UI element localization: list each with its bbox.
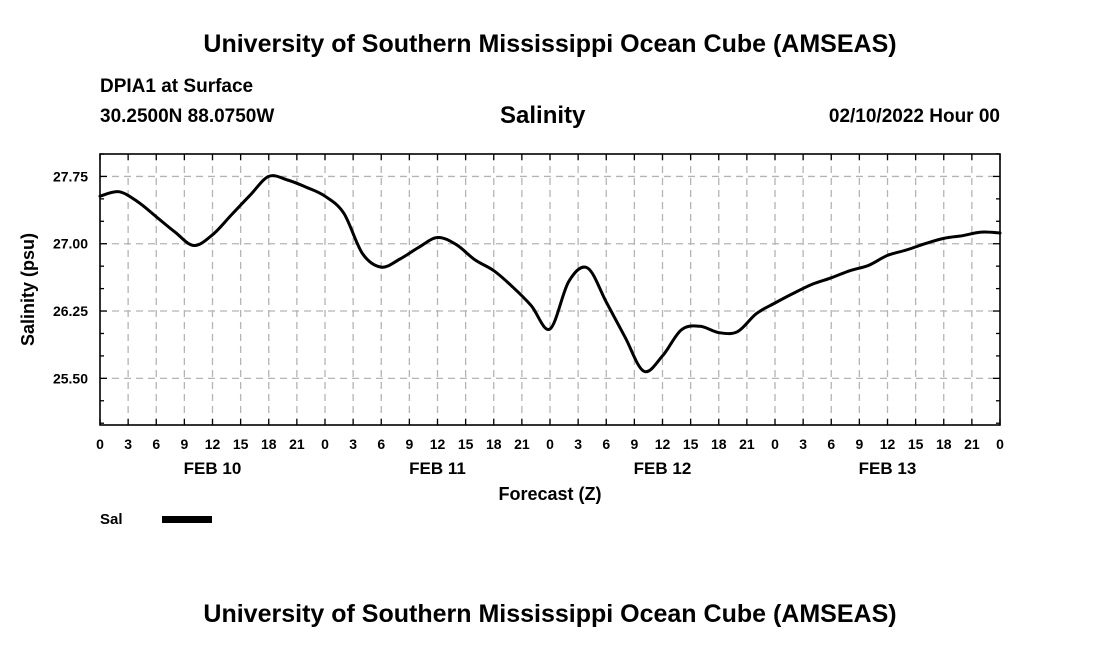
x-tick-label: 15 bbox=[458, 436, 474, 452]
x-tick-label: 21 bbox=[514, 436, 530, 452]
x-tick-label: 15 bbox=[683, 436, 699, 452]
x-tick-label: 3 bbox=[574, 436, 582, 452]
station-label: DPIA1 at Surface bbox=[100, 76, 254, 97]
x-tick-label: 12 bbox=[430, 436, 446, 452]
forecast-datetime: 02/10/2022 Hour 00 bbox=[828, 106, 1000, 127]
x-tick-label: 15 bbox=[233, 436, 249, 452]
x-tick-label: 0 bbox=[771, 436, 779, 452]
y-tick-label: 26.25 bbox=[53, 303, 88, 319]
x-tick-label: 9 bbox=[405, 436, 413, 452]
x-tick-label: 21 bbox=[964, 436, 980, 452]
x-tick-label: 12 bbox=[880, 436, 896, 452]
x-tick-label: 3 bbox=[124, 436, 132, 452]
x-tick-label: 6 bbox=[602, 436, 610, 452]
date-label: FEB 12 bbox=[634, 459, 692, 478]
y-tick-label: 25.50 bbox=[53, 370, 88, 386]
date-label: FEB 10 bbox=[184, 459, 242, 478]
series-line-sal bbox=[98, 174, 1002, 374]
x-tick-label: 3 bbox=[349, 436, 357, 452]
x-tick-label: 0 bbox=[546, 436, 554, 452]
x-tick-label: 18 bbox=[486, 436, 502, 452]
footer-title: University of Southern Mississippi Ocean… bbox=[203, 600, 897, 628]
variable-title: Salinity bbox=[500, 102, 586, 129]
station-coordinates: 30.2500N 88.0750W bbox=[100, 106, 275, 127]
x-tick-label: 21 bbox=[289, 436, 305, 452]
x-tick-label: 15 bbox=[908, 436, 924, 452]
x-tick-label: 9 bbox=[180, 436, 188, 452]
x-tick-label: 12 bbox=[205, 436, 221, 452]
x-tick-label: 6 bbox=[152, 436, 160, 452]
x-tick-label: 6 bbox=[377, 436, 385, 452]
legend-label-sal: Sal bbox=[100, 511, 123, 528]
x-tick-label: 0 bbox=[996, 436, 1004, 452]
date-label: FEB 13 bbox=[859, 459, 917, 478]
x-tick-label: 9 bbox=[630, 436, 638, 452]
date-label: FEB 11 bbox=[409, 459, 466, 478]
x-tick-label: 0 bbox=[321, 436, 329, 452]
chart-title: University of Southern Mississippi Ocean… bbox=[203, 30, 897, 58]
x-tick-label: 9 bbox=[855, 436, 863, 452]
x-tick-label: 6 bbox=[827, 436, 835, 452]
x-tick-label: 12 bbox=[655, 436, 671, 452]
y-axis-label: Salinity (psu) bbox=[18, 233, 38, 346]
y-tick-label: 27.00 bbox=[53, 236, 88, 252]
x-tick-label: 18 bbox=[711, 436, 727, 452]
x-tick-label: 18 bbox=[936, 436, 952, 452]
x-axis-label: Forecast (Z) bbox=[498, 484, 601, 504]
x-tick-label: 0 bbox=[96, 436, 104, 452]
legend-swatch-sal bbox=[162, 516, 212, 523]
y-tick-label: 27.75 bbox=[53, 168, 88, 184]
x-tick-label: 21 bbox=[739, 436, 755, 452]
x-tick-label: 18 bbox=[261, 436, 277, 452]
x-tick-label: 3 bbox=[799, 436, 807, 452]
